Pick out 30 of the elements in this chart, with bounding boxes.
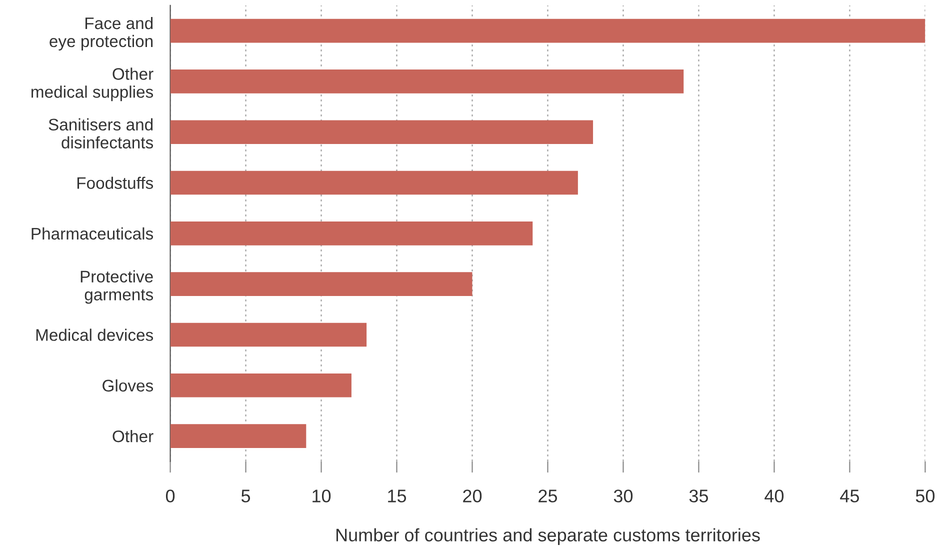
x-tick-label: 0 [166,490,175,502]
y-tick-label: Foodstuffs [77,176,154,189]
bar [170,222,533,246]
bar [170,373,352,398]
y-tick-label: Other [112,430,154,442]
x-tick-label: 45 [840,490,859,502]
x-tick-label: 35 [689,490,708,502]
x-tick-label: 25 [538,490,558,502]
x-tick-label: 40 [764,490,784,502]
y-tick-label: Medical devices [36,328,154,341]
bar [170,70,684,94]
x-tick-label: 15 [388,490,406,502]
x-tick-label: 10 [312,490,331,502]
bar [170,170,578,195]
bar [170,424,306,448]
y-tick-label: Face and eye protection [50,16,153,50]
y-tick-label: Protective garments [80,270,154,304]
y-tick-label: Gloves [102,379,154,392]
y-tick-label: Pharmaceuticals [32,227,154,240]
x-axis-title: Number of countries and separate customs territories [336,528,760,546]
x-tick-label: 50 [916,490,935,502]
x-tick-label: 20 [463,490,482,502]
bar [170,272,472,296]
bar [170,120,594,144]
x-tick-label: 5 [241,490,250,502]
y-tick-label: Other medical supplies [32,68,154,102]
bar [170,18,926,43]
y-tick-label: Sanitisers and disinfectants [48,118,154,148]
x-tick-label: 30 [614,490,633,502]
bar [170,322,367,347]
